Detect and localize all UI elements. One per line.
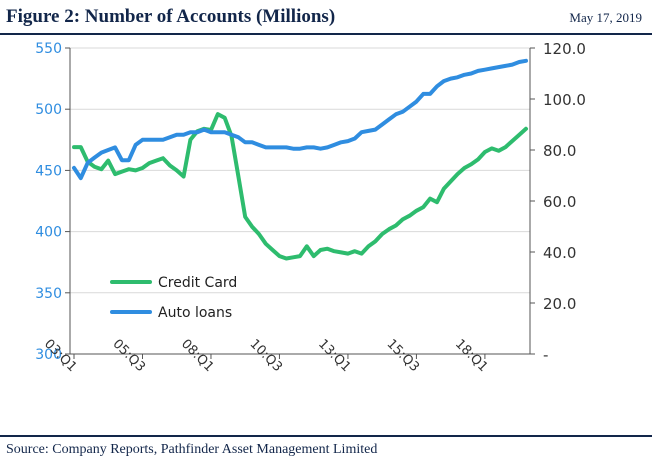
top-rule [0, 33, 652, 35]
y-left-tick-label: 450 [35, 163, 62, 179]
bottom-rule [0, 435, 652, 437]
y-right-tick-label: 100.0 [543, 91, 586, 109]
axes: 300 350 400 450 500 550 - 20.0 40.0 60.0 80.0 100.0… [35, 40, 586, 375]
y-left-tick-label: 550 [35, 41, 62, 57]
y-right-tick-label: 20.0 [543, 295, 576, 313]
y-right-tick-label: 40.0 [543, 244, 576, 262]
y-left-tick-label: 300 [35, 347, 62, 363]
report-date: May 17, 2019 [569, 10, 642, 25]
source-note: Source: Company Reports, Pathfinder Asse… [6, 442, 378, 457]
series-line-auto-loans [72, 58, 528, 181]
y-right-tick-label: 80.0 [543, 142, 576, 160]
series-line-credit-card [72, 112, 528, 261]
y-right-tick-label: 60.0 [543, 193, 576, 211]
y-left-tick-label: 400 [35, 225, 62, 241]
legend: Credit Card Auto loans [110, 275, 237, 321]
grid-lines [70, 47, 530, 294]
legend-label-auto-loans: Auto loans [158, 305, 232, 321]
accounts-line-chart: 300 350 400 450 500 550 - 20.0 40.0 60.0 80.0 100.0… [35, 40, 586, 375]
chart-title: Figure 2: Number of Accounts (Millions) [6, 6, 336, 27]
y-left-tick-label: 500 [35, 102, 62, 118]
y-right-tick-label: - [543, 346, 548, 364]
chart-header: Figure 2: Number of Accounts (Millions) … [0, 0, 652, 34]
legend-label-credit-card: Credit Card [158, 275, 237, 291]
series-lines [72, 58, 528, 261]
y-left-tick-label: 350 [35, 286, 62, 302]
y-right-tick-label: 120.0 [543, 40, 586, 58]
